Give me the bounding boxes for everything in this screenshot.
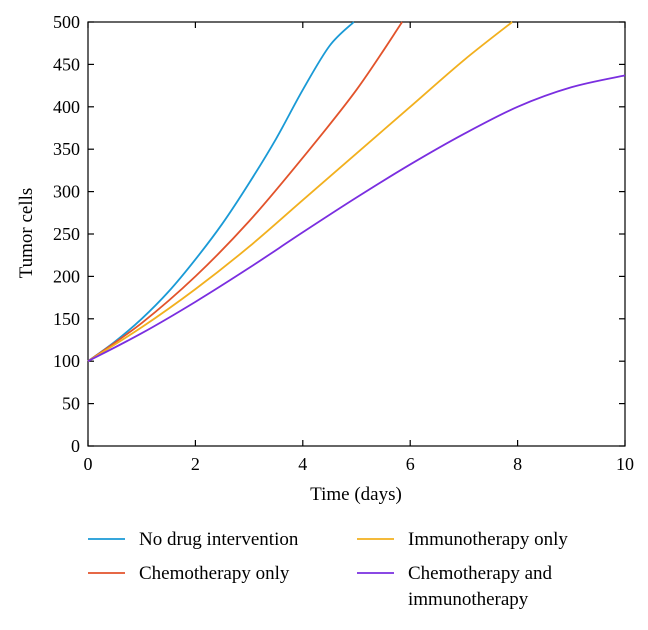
y-tick-label: 0 (71, 436, 80, 456)
series-line-chemo-only (87, 21, 403, 362)
y-tick-label: 350 (53, 139, 80, 159)
y-axis-label: Tumor cells (16, 188, 37, 279)
x-axis-label: Time (days) (310, 484, 402, 505)
legend: No drug intervention Chemotherapy only Imm… (88, 529, 568, 610)
x-tick-label: 4 (298, 454, 307, 474)
legend-item-no-drug: No drug intervention (88, 529, 299, 550)
y-tick-label: 150 (53, 309, 80, 329)
y-tick-label: 300 (53, 182, 80, 202)
legend-label: Chemotherapy only (139, 563, 290, 584)
legend-label-line: Chemotherapy and (408, 563, 553, 584)
legend-label: Immunotherapy only (408, 529, 568, 550)
y-tick-label: 250 (53, 224, 80, 244)
x-tick-label: 10 (616, 454, 634, 474)
x-tick-label: 0 (84, 454, 93, 474)
y-tick-label: 200 (53, 266, 80, 286)
x-tick-label: 8 (513, 454, 522, 474)
y-tick-label: 50 (62, 394, 80, 414)
series-line-immuno-only (87, 21, 513, 362)
series-line-no-drug (87, 21, 355, 362)
legend-label: No drug intervention (139, 529, 299, 550)
x-tick-label: 6 (406, 454, 415, 474)
y-tick-label: 450 (53, 54, 80, 74)
y-axis-ticks: 0 50 100 150 200 250 300 350 400 450 500 (53, 12, 625, 456)
series-lines (87, 21, 626, 362)
x-axis-ticks: 0 2 4 6 8 10 (84, 22, 634, 474)
plot-frame (87, 21, 626, 447)
y-tick-label: 100 (53, 351, 80, 371)
x-tick-label: 2 (191, 454, 200, 474)
legend-item-chemo-only: Chemotherapy only (88, 563, 290, 584)
y-tick-label: 400 (53, 97, 80, 117)
y-tick-label: 500 (53, 12, 80, 32)
legend-item-chemo-immuno: Chemotherapy and immunotherapy (357, 563, 553, 610)
series-line-chemo-immuno (87, 74, 626, 362)
plot-area-border (87, 21, 626, 447)
legend-label-line: immunotherapy (408, 589, 529, 610)
legend-item-immuno-only: Immunotherapy only (357, 529, 568, 550)
